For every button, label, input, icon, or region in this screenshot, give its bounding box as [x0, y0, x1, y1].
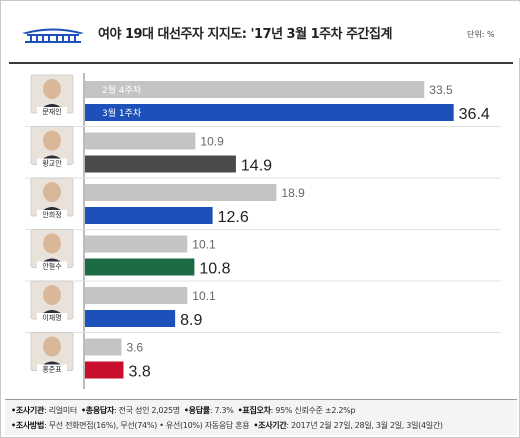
value-label-current: 12.6	[218, 209, 249, 226]
value-label-current: 8.9	[180, 312, 202, 329]
footer-key: •조사기관	[11, 406, 45, 415]
candidate-name: 홍준표	[42, 365, 62, 374]
candidate-name-plate	[37, 107, 67, 116]
bar-prev-week	[85, 338, 122, 356]
bar-current-week	[85, 361, 124, 379]
value-label-prev: 3.6	[126, 341, 143, 355]
bar-current-week	[85, 207, 213, 224]
candidate-name: 안철수	[42, 262, 62, 271]
chart-title: 여야 19대 대선주자 지지도: '17년 3월 1주차 주간집계	[98, 27, 392, 42]
blue-house-logo-icon	[22, 28, 84, 43]
footer-value: : 95% 신뢰수준 ±2.2%p	[270, 406, 356, 415]
footer-value: : 전국 성인 2,025명	[114, 406, 180, 415]
candidate-name-plate	[37, 158, 67, 168]
candidate-face-icon	[43, 233, 61, 254]
candidate-face-icon	[43, 336, 61, 357]
bar-prev-week	[85, 287, 188, 304]
value-label-prev: 33.5	[429, 83, 453, 97]
value-label-current: 14.9	[241, 158, 272, 175]
bar-current-week	[85, 258, 195, 276]
footer-item: •조사기간: 2017년 2월 27일, 28일, 3월 2일, 3일(4일간)	[253, 421, 443, 430]
survey-footer: •조사기관: 리얼미터 •총응답자: 전국 성인 2,025명 •응답률: 7.3%…	[5, 399, 517, 435]
footer-key: •표집오차	[237, 406, 271, 415]
series-label-current: 3월 1주차	[102, 107, 142, 119]
series-label-prev: 2월 4주차	[102, 84, 142, 96]
footer-value: : 7.3%	[209, 406, 234, 415]
value-label-prev: 10.1	[192, 238, 216, 252]
footer-key: •조사방법	[11, 421, 45, 430]
value-label-current: 36.4	[459, 106, 490, 123]
footer-value: : 2017년 2월 27일, 28일, 3월 2일, 3일(4일간)	[286, 421, 443, 430]
candidate-face-icon	[43, 79, 61, 99]
candidate-name-plate	[37, 364, 67, 374]
bar-prev-week	[85, 81, 425, 98]
candidate-name: 안희정	[42, 210, 61, 219]
value-label-prev: 10.1	[192, 289, 216, 303]
bar-current-week	[85, 104, 454, 121]
footer-key: •응답률	[183, 406, 210, 415]
unit-label: 단위: %	[467, 30, 495, 39]
value-label-prev: 10.9	[200, 135, 224, 149]
footer-key: •조사기간	[253, 421, 287, 430]
value-label-prev: 18.9	[281, 186, 305, 200]
candidate-name-plate	[37, 313, 67, 322]
candidate-name-plate	[37, 210, 67, 219]
value-label-current: 10.8	[199, 261, 230, 278]
bar-current-week	[85, 310, 176, 327]
candidate-name-plate	[37, 261, 67, 271]
footer-line-1: •조사기관: 리얼미터 •총응답자: 전국 성인 2,025명 •응답률: 7.3%…	[11, 405, 359, 416]
chart-header: 여야 19대 대선주자 지지도: '17년 3월 1주차 주간집계 단위: %	[2, 2, 520, 58]
bar-prev-week	[85, 235, 188, 253]
candidate-name: 황교안	[42, 159, 62, 168]
footer-value: : 리얼미터	[44, 406, 77, 415]
candidate-name: 이재명	[42, 313, 61, 322]
bar-prev-week	[85, 132, 196, 150]
footer-key: •총응답자	[80, 406, 115, 415]
header-divider	[9, 62, 513, 64]
footer-item: •총응답자: 전국 성인 2,025명	[81, 406, 180, 415]
footer-value: : 무선 전화면접(16%), 무선(74%) • 유선(10%) 자동응답 혼…	[44, 421, 250, 430]
bar-current-week	[85, 155, 236, 173]
candidate-face-icon	[43, 285, 61, 305]
candidate-name: 문재인	[42, 107, 61, 116]
candidate-face-icon	[43, 130, 61, 151]
footer-item: •응답률: 7.3%	[184, 406, 234, 415]
footer-item: •조사기관: 리얼미터	[11, 406, 77, 415]
bar-prev-week	[85, 184, 277, 201]
footer-item: •표집오차: 95% 신뢰수준 ±2.2%p	[238, 406, 356, 415]
candidate-face-icon	[43, 182, 61, 202]
value-label-current: 3.8	[128, 364, 150, 381]
footer-line-2: •조사방법: 무선 전화면접(16%), 무선(74%) • 유선(10%) 자…	[11, 420, 447, 431]
footer-item: •조사방법: 무선 전화면접(16%), 무선(74%) • 유선(10%) 자…	[11, 421, 250, 430]
